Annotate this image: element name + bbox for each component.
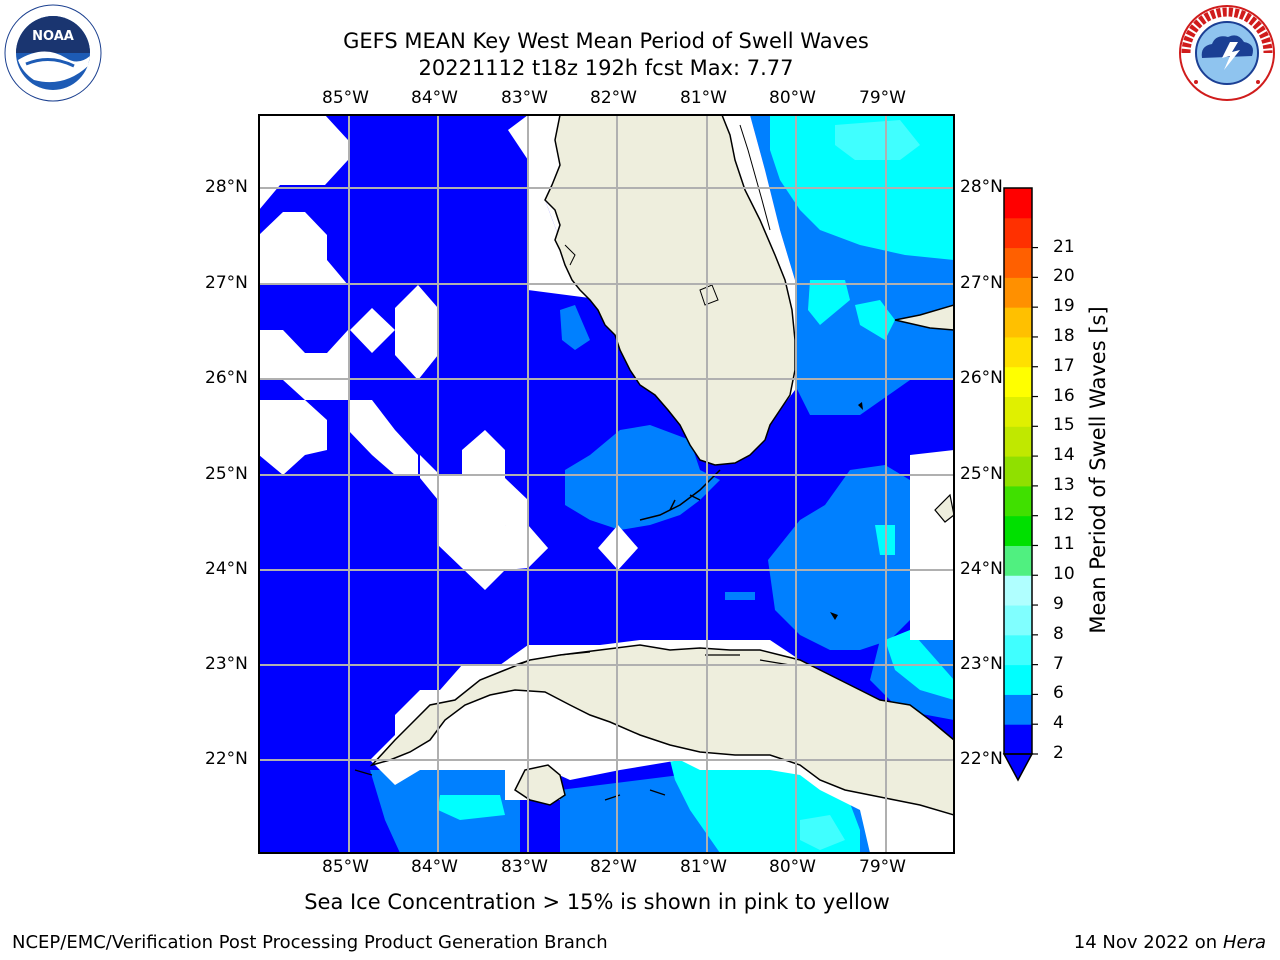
- colorbar-under-extension: [1002, 753, 1034, 782]
- colorbar-segment: [1004, 366, 1032, 398]
- colorbar-segment: [1004, 336, 1032, 368]
- colorbar-segment: [1004, 426, 1032, 457]
- lat-label-left: 28°N: [205, 177, 248, 197]
- colorbar: [990, 180, 1060, 790]
- colorbar-frame: [1003, 187, 1033, 755]
- colorbar-tick-label: 17: [1053, 355, 1075, 376]
- colorbar-tick-label: 9: [1053, 594, 1064, 615]
- lon-label-bottom: 85°W: [322, 857, 369, 877]
- map-frame: [258, 114, 955, 854]
- colorbar-segment: [1004, 724, 1032, 755]
- lat-label-right: 27°N: [960, 273, 1003, 293]
- lon-label-top: 81°W: [680, 88, 727, 108]
- colorbar-segment: [1004, 664, 1032, 695]
- colorbar-tick-label: 20: [1053, 266, 1075, 287]
- colorbar-tick-label: 11: [1053, 534, 1075, 555]
- footer-credit: NCEP/EMC/Verification Post Processing Pr…: [12, 932, 608, 953]
- map-panel: [258, 114, 955, 854]
- lon-label-bottom: 83°W: [501, 857, 548, 877]
- tampa-bay: [564, 244, 576, 266]
- colorbar-tick-label: 15: [1053, 415, 1075, 436]
- colorbar-tick-label: 2: [1053, 743, 1064, 763]
- lat-label-left: 22°N: [205, 749, 248, 769]
- cuba-landmass: [369, 644, 954, 816]
- chart-subtitle: 20221112 t18z 192h fcst Max: 7.77: [418, 56, 794, 80]
- lon-label-top: 85°W: [322, 88, 369, 108]
- colorbar-segment: [1004, 515, 1032, 546]
- noaa-logo-text: NOAA: [32, 29, 74, 44]
- colorbar-tick-label: 21: [1053, 236, 1075, 257]
- colorbar-tick-label: 10: [1053, 564, 1075, 585]
- colorbar-tick-label: 7: [1053, 653, 1064, 674]
- lat-label-right: 26°N: [960, 368, 1003, 388]
- colorbar-tick-label: 14: [1053, 445, 1075, 466]
- lon-label-bottom: 82°W: [590, 857, 637, 877]
- lon-label-top: 84°W: [411, 88, 458, 108]
- lon-label-bottom: 81°W: [680, 857, 727, 877]
- indian-river-lagoon: [739, 124, 771, 231]
- colorbar-segment: [1004, 247, 1032, 278]
- bahamas-island: [934, 493, 954, 523]
- lon-label-top: 79°W: [859, 88, 906, 108]
- lat-label-left: 27°N: [205, 273, 248, 293]
- bahamas-landmass: [894, 304, 954, 331]
- footer-date-text: 14 Nov 2022 on: [1073, 932, 1218, 953]
- colorbar-tick-label: 4: [1053, 713, 1064, 734]
- lat-label-left: 24°N: [205, 559, 248, 579]
- colorbar-segment: [1004, 605, 1032, 636]
- lat-label-right: 23°N: [960, 654, 1003, 674]
- colorbar-segment: [1004, 188, 1032, 219]
- colorbar-segment: [1004, 456, 1032, 487]
- colorbar-tick-label: 6: [1053, 683, 1064, 704]
- lat-label-right: 24°N: [960, 559, 1003, 579]
- colorbar-tick-label: 8: [1053, 623, 1064, 644]
- colorbar-tick-label: 19: [1053, 296, 1075, 317]
- swell-field-7-8s: [800, 120, 920, 850]
- colorbar-segment: [1004, 277, 1032, 308]
- footer-host: Hera: [1222, 932, 1266, 953]
- lon-label-bottom: 79°W: [859, 857, 906, 877]
- lon-label-bottom: 80°W: [769, 857, 816, 877]
- colorbar-tick-label: 18: [1053, 325, 1075, 346]
- lon-label-bottom: 84°W: [411, 857, 458, 877]
- colorbar-segment: [1004, 217, 1032, 249]
- colorbar-ticks: 2 4 6 7 8 9 10 11 12 13 14 15 16 17 18 19 20 21: [1050, 180, 1090, 790]
- lon-label-top: 83°W: [501, 88, 548, 108]
- lat-label-right: 25°N: [960, 464, 1003, 484]
- lat-label-left: 23°N: [205, 654, 248, 674]
- colorbar-segment: [1004, 694, 1032, 725]
- colorbar-tick-label: 12: [1053, 504, 1075, 525]
- lat-gridlines: [259, 187, 954, 761]
- colorbar-segment: [1004, 485, 1032, 517]
- lat-label-right: 22°N: [960, 749, 1003, 769]
- colorbar-segment: [1004, 575, 1032, 606]
- colorbar-tick-label: 16: [1053, 385, 1075, 406]
- florida-landmass: [544, 115, 796, 466]
- colorbar-segment: [1004, 307, 1032, 338]
- lon-label-top: 82°W: [590, 88, 637, 108]
- sea-ice-note: Sea Ice Concentration > 15% is shown in …: [304, 890, 890, 914]
- bahamas-island-small: [858, 402, 863, 410]
- colorbar-segment: [1004, 396, 1032, 427]
- bahamas-island-small: [830, 612, 838, 620]
- lon-label-top: 80°W: [769, 88, 816, 108]
- lat-label-left: 26°N: [205, 368, 248, 388]
- lat-label-right: 28°N: [960, 177, 1003, 197]
- chart-title: GEFS MEAN Key West Mean Period of Swell …: [343, 29, 869, 53]
- nws-logo: [1178, 4, 1276, 102]
- colorbar-segment: [1004, 634, 1032, 666]
- lat-label-left: 25°N: [205, 464, 248, 484]
- colorbar-label: Mean Period of Swell Waves [s]: [1086, 306, 1110, 634]
- noaa-logo: NOAA: [4, 4, 102, 102]
- lon-gridlines: [348, 115, 887, 853]
- colorbar-tick-label: 13: [1053, 474, 1075, 495]
- footer-date: 14 Nov 2022 on Hera: [1074, 932, 1266, 953]
- cuba-north-keys: [514, 651, 791, 666]
- colorbar-segment: [1004, 545, 1032, 576]
